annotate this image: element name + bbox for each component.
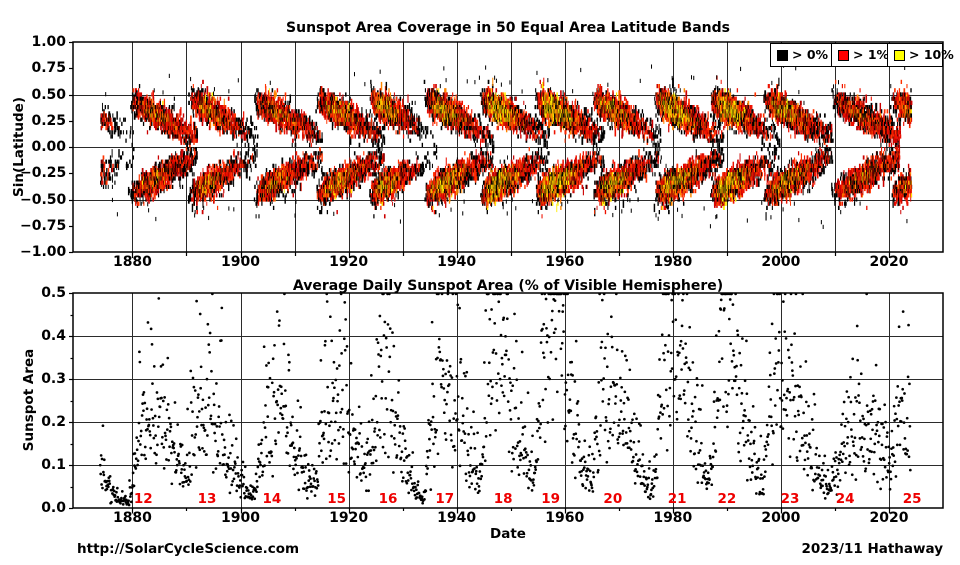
scatter-y-tick-label: 0.4 xyxy=(41,328,66,344)
legend: > 0% > 1% > 10% xyxy=(770,43,954,67)
cycle-number-label: 16 xyxy=(378,491,398,507)
scatter-title: Average Daily Sunspot Area (% of Visible… xyxy=(292,278,724,294)
cycle-number-label: 23 xyxy=(780,491,800,507)
butterfly-y-tick-label: −1.00 xyxy=(20,244,67,260)
cycle-number-label: 14 xyxy=(262,491,282,507)
butterfly-x-tick-label: 2000 xyxy=(761,254,801,270)
cycle-number-label: 25 xyxy=(902,491,922,507)
legend-item-gt10: > 10% xyxy=(887,43,954,67)
butterfly-y-tick-label: −0.50 xyxy=(20,191,67,208)
scatter-y-tick-label: 0.0 xyxy=(41,500,66,516)
scatter-y-tick-label: 0.3 xyxy=(41,371,66,387)
scatter-x-tick-label: 1940 xyxy=(437,510,477,526)
scatter-x-tick-label: 2020 xyxy=(869,510,909,526)
cycle-number-label: 24 xyxy=(835,491,855,507)
legend-label-gt10: > 10% xyxy=(909,47,954,62)
scatter-x-tick-label: 1880 xyxy=(112,510,152,526)
scatter-y-tick-label: 0.1 xyxy=(41,457,66,473)
butterfly-x-tick-label: 1940 xyxy=(437,254,477,270)
scatter-x-tick-label: 2000 xyxy=(761,510,801,526)
butterfly-y-tick-label: 0.75 xyxy=(31,60,66,77)
legend-swatch-gt0-icon xyxy=(777,49,788,61)
cycle-number-label: 12 xyxy=(133,491,153,507)
scatter-y-tick-label: 0.2 xyxy=(41,414,66,430)
butterfly-x-tick-label: 1960 xyxy=(545,254,585,270)
cycle-number-label: 21 xyxy=(667,491,687,507)
footer-credit: 2023/11 Hathaway xyxy=(801,541,943,557)
cycle-number-label: 17 xyxy=(435,491,455,507)
legend-item-gt1: > 1% xyxy=(831,43,889,67)
butterfly-x-tick-label: 2020 xyxy=(869,254,909,270)
cycle-number-label: 18 xyxy=(493,491,513,507)
legend-swatch-gt1-icon xyxy=(838,49,849,61)
scatter-y-tick-label: 0.5 xyxy=(41,285,66,301)
butterfly-y-tick-label: 1.00 xyxy=(31,34,66,50)
cycle-number-label: 20 xyxy=(603,491,623,507)
legend-swatch-gt10-icon xyxy=(894,49,905,61)
cycle-number-label: 15 xyxy=(327,491,347,507)
legend-item-gt0: > 0% xyxy=(770,43,832,67)
butterfly-x-tick-label: 1980 xyxy=(653,254,693,270)
butterfly-x-tick-label: 1880 xyxy=(112,254,152,270)
scatter-ylabel: Sunspot Area xyxy=(21,348,37,452)
butterfly-y-tick-label: 0.00 xyxy=(31,139,66,155)
scatter-x-tick-label: 1900 xyxy=(221,510,260,526)
legend-label-gt1: > 1% xyxy=(853,47,890,62)
butterfly-y-tick-label: −0.75 xyxy=(20,217,67,234)
butterfly-title: Sunspot Area Coverage in 50 Equal Area L… xyxy=(286,20,730,36)
scatter-x-tick-label: 1920 xyxy=(329,510,369,526)
cycle-number-label: 19 xyxy=(541,491,561,507)
scatter-xlabel: Date xyxy=(490,526,526,542)
cycle-number-label: 22 xyxy=(717,491,737,507)
butterfly-y-tick-label: 0.25 xyxy=(31,112,66,129)
butterfly-x-tick-label: 1900 xyxy=(221,254,260,270)
legend-label-gt0: > 0% xyxy=(792,47,829,62)
butterfly-y-tick-label: 0.50 xyxy=(31,86,66,103)
butterfly-y-tick-label: −0.25 xyxy=(20,165,67,182)
butterfly-x-tick-label: 1920 xyxy=(329,254,369,270)
scatter-x-tick-label: 1980 xyxy=(653,510,693,526)
cycle-number-label: 13 xyxy=(197,491,217,507)
scatter-x-tick-label: 1960 xyxy=(545,510,585,526)
footer-url: http://SolarCycleScience.com xyxy=(77,541,300,557)
